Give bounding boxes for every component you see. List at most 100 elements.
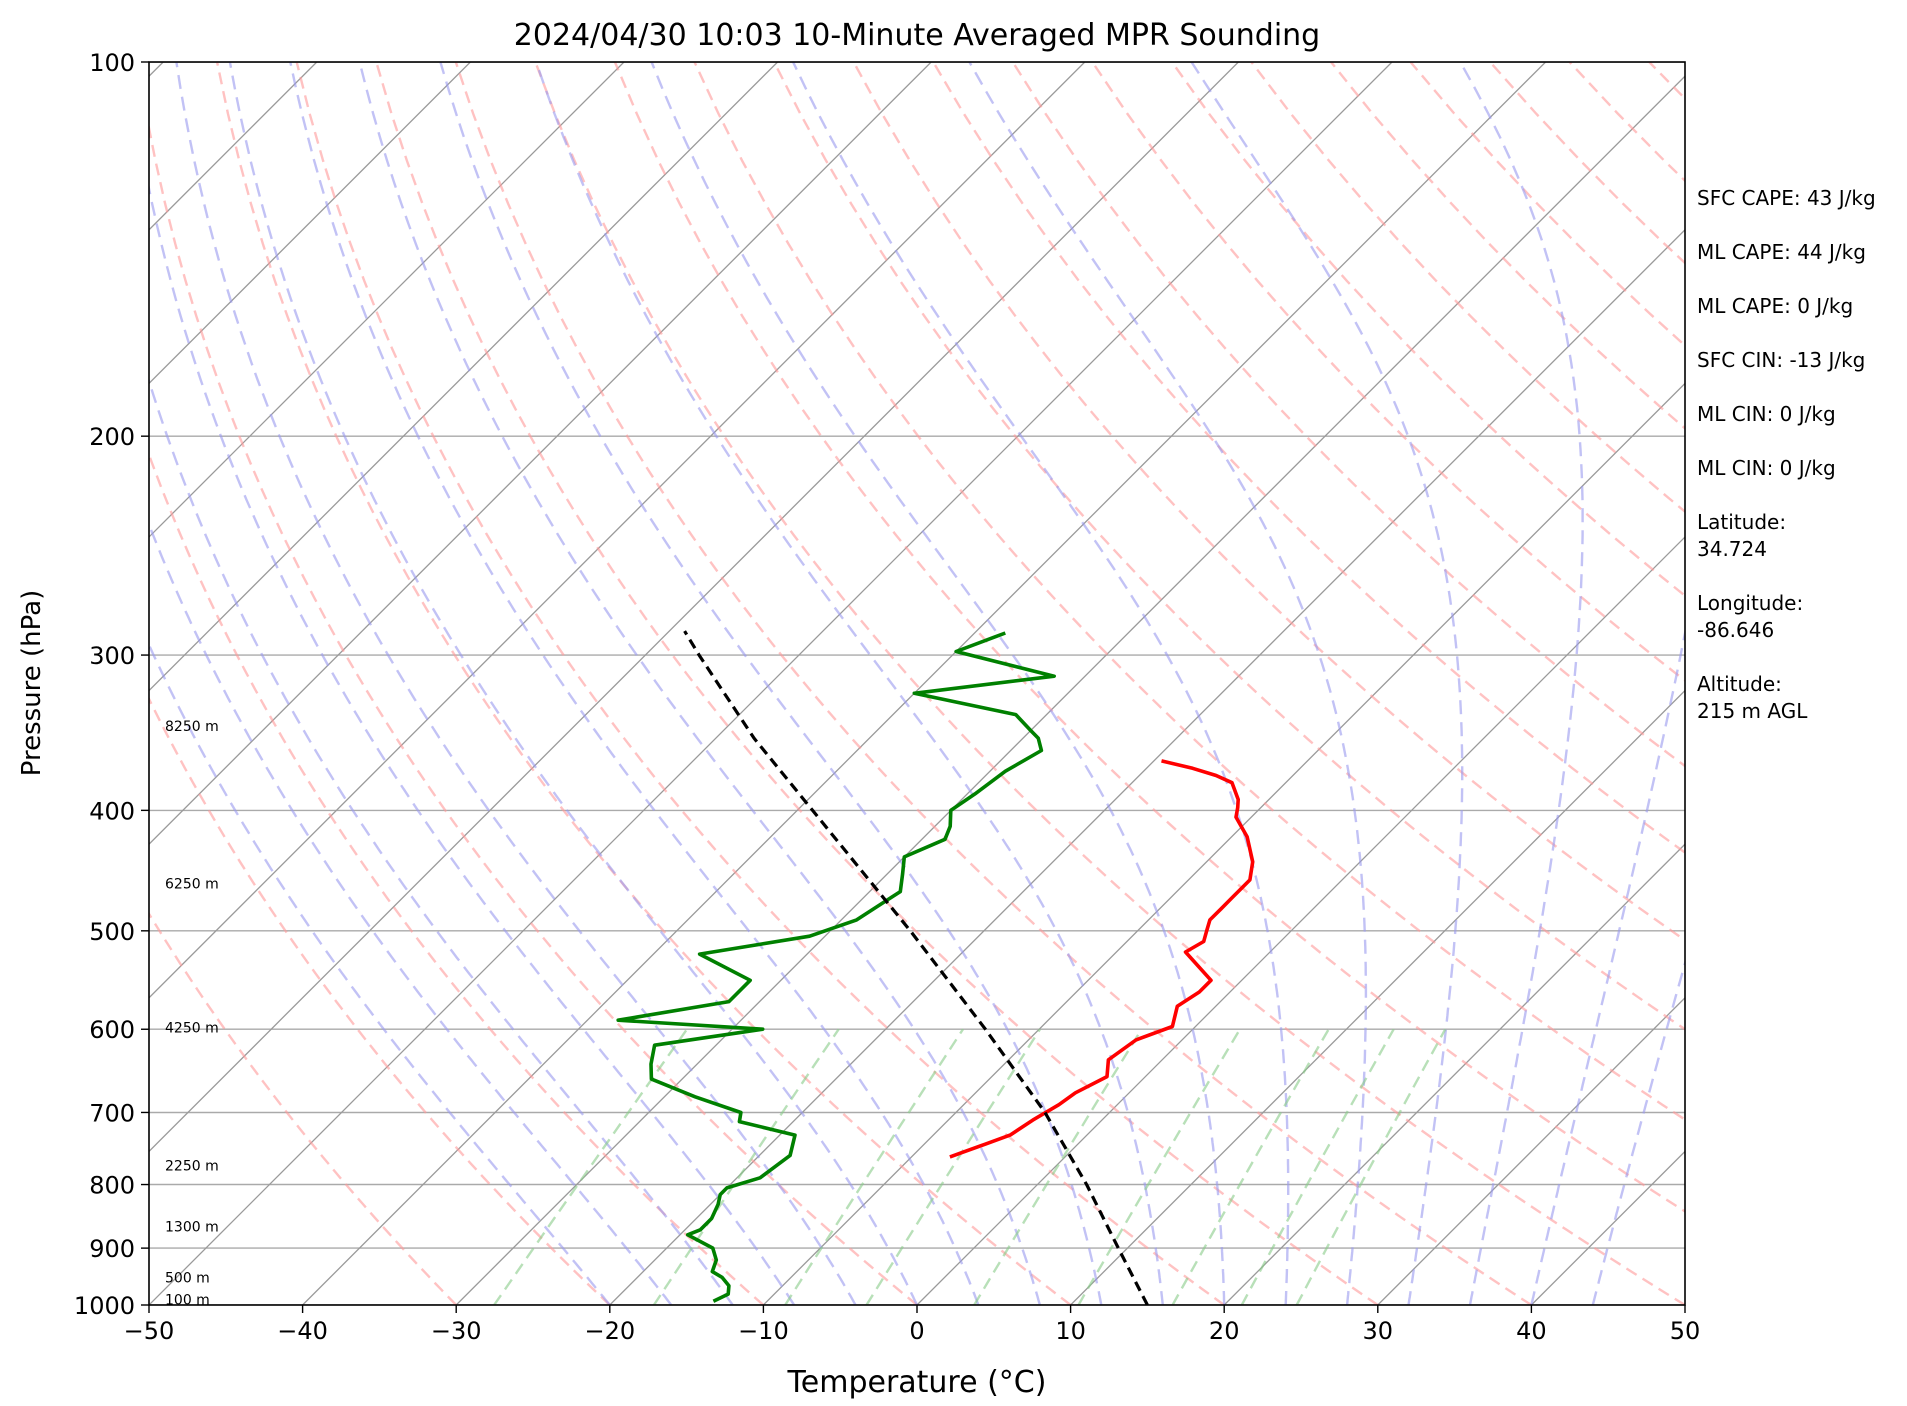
series-layer xyxy=(616,630,1255,1305)
dry-adiabat xyxy=(613,62,1685,1213)
mixing-ratio-line xyxy=(784,1028,965,1305)
moist-adiabat xyxy=(228,62,919,1305)
y-tick-label: 700 xyxy=(89,1100,135,1128)
isotherm-line xyxy=(149,62,471,385)
dry-adiabat xyxy=(149,121,918,1305)
longitude-label: Longitude: xyxy=(1697,591,1804,615)
x-tick-label: −50 xyxy=(124,1317,175,1345)
parcel-path xyxy=(683,630,1149,1305)
x-axis-label: Temperature (°C) xyxy=(787,1365,1047,1400)
y-tick-label: 600 xyxy=(89,1016,135,1044)
dry-adiabat xyxy=(534,62,1685,1305)
moist-adiabat xyxy=(1190,62,1464,1305)
mixing-ratio-line xyxy=(1077,1028,1242,1305)
isotherm-line xyxy=(149,62,1393,1305)
dry-adiabat xyxy=(693,62,1685,1122)
y-tick-label: 1000 xyxy=(74,1292,135,1320)
x-tick-label: −30 xyxy=(431,1317,482,1345)
moist-adiabat xyxy=(1530,627,1685,1305)
dry-adiabat xyxy=(149,451,765,1305)
temperature-profile xyxy=(949,759,1255,1159)
longitude-block: Longitude: -86.646 xyxy=(1697,590,1902,644)
dry-adiabat xyxy=(149,696,611,1305)
isotherm-line xyxy=(149,62,1239,1153)
moist-adiabat xyxy=(149,521,673,1305)
isotherm-line xyxy=(149,62,625,538)
isotherm-line xyxy=(1377,996,1685,1305)
height-label: 1300 m xyxy=(165,1220,219,1236)
dry-adiabat xyxy=(149,911,458,1305)
y-tick-label: 100 xyxy=(89,49,135,77)
height-label: 4250 m xyxy=(165,1020,219,1036)
moist-adiabat xyxy=(289,62,980,1305)
height-label: 6250 m xyxy=(165,877,219,893)
mixing-ratio-line xyxy=(493,1028,688,1305)
ml-cin-text-2: ML CIN: 0 J/kg xyxy=(1697,456,1836,480)
ml-cape-text-2: ML CAPE: 0 J/kg xyxy=(1697,294,1854,318)
dry-adiabat xyxy=(773,62,1685,1031)
longitude-value: -86.646 xyxy=(1697,618,1775,642)
mixing-ratio-line xyxy=(1240,1028,1395,1305)
height-labels: 100 m 500 m 1300 m 2250 m 4250 m 6250 m 8250 m xyxy=(165,719,219,1309)
isotherm-line xyxy=(149,62,932,846)
mixing-ratio-line xyxy=(973,1028,1143,1305)
x-tick-label: 10 xyxy=(1055,1317,1086,1345)
mixing-ratio-line xyxy=(1171,1028,1330,1305)
mixing-ratio-line xyxy=(865,1028,1042,1305)
isotherm-line xyxy=(455,75,1685,1305)
y-axis-label: Pressure (hPa) xyxy=(17,590,47,777)
isotherm-line xyxy=(1070,689,1685,1305)
height-label: 100 m xyxy=(165,1293,210,1309)
chart-title: 2024/04/30 10:03 10-Minute Averaged MPR … xyxy=(514,18,1320,53)
latitude-label: Latitude: xyxy=(1697,510,1787,534)
height-label: 2250 m xyxy=(165,1158,219,1174)
moist-adiabat xyxy=(650,62,1226,1305)
isotherm-line xyxy=(302,62,1547,1305)
x-tick-label: −20 xyxy=(584,1317,635,1345)
moist-adiabat xyxy=(968,62,1368,1305)
altitude-block: Altitude: 215 m AGL xyxy=(1697,671,1902,725)
latitude-value: 34.724 xyxy=(1697,537,1767,561)
y-tick-label: 400 xyxy=(89,797,135,825)
y-tick-label: 300 xyxy=(89,642,135,670)
moist-adiabat xyxy=(1591,959,1685,1305)
dry-adiabat xyxy=(932,62,1685,855)
moist-adiabat xyxy=(1459,62,1584,1305)
x-tick-label: −40 xyxy=(277,1317,328,1345)
isotherm-line xyxy=(149,62,779,692)
ml-cin-text: ML CIN: 0 J/kg xyxy=(1697,402,1836,426)
y-tick-label: 900 xyxy=(89,1235,135,1263)
dry-adiabat xyxy=(375,62,1379,1305)
moist-adiabat xyxy=(439,62,1103,1305)
altitude-label: Altitude: xyxy=(1697,672,1782,696)
dry-adiabat xyxy=(454,62,1533,1305)
height-label: 8250 m xyxy=(165,719,219,735)
isotherm-line xyxy=(762,382,1685,1305)
ml-cape-text: ML CAPE: 44 J/kg xyxy=(1697,240,1866,264)
x-tick-label: 30 xyxy=(1363,1317,1394,1345)
x-tick-label: 20 xyxy=(1209,1317,1240,1345)
isotherm-line xyxy=(609,228,1685,1305)
dry-adiabat xyxy=(215,62,1072,1305)
moist-adiabat xyxy=(149,642,611,1305)
y-tick-label: 200 xyxy=(89,423,135,451)
y-tick-label: 800 xyxy=(89,1172,135,1200)
tick-layer: −50 −40 −30 −20 −10 0 10 20 30 40 50 1000 900 800 700 6… xyxy=(74,49,1700,1345)
mixing-ratio-line xyxy=(1295,1028,1447,1305)
x-tick-label: 50 xyxy=(1670,1317,1701,1345)
sfc-cape-text: SFC CAPE: 43 J/kg xyxy=(1697,186,1876,210)
dry-adiabat xyxy=(295,62,1225,1305)
moist-adiabat xyxy=(535,62,1164,1305)
moist-adiabat xyxy=(149,377,734,1305)
latitude-block: Latitude: 34.724 xyxy=(1697,509,1902,563)
dry-adiabat xyxy=(852,62,1685,942)
dry-adiabat xyxy=(1170,62,1685,598)
moist-adiabat xyxy=(175,62,857,1305)
moist-adiabat xyxy=(358,62,1042,1305)
height-label: 500 m xyxy=(165,1270,210,1286)
sfc-cin-text: SFC CIN: -13 J/kg xyxy=(1697,348,1866,372)
x-tick-label: 0 xyxy=(909,1317,924,1345)
altitude-value: 215 m AGL xyxy=(1697,699,1808,723)
sounding-parameters: SFC CAPE: 43 J/kg ML CAPE: 44 J/kg ML CA… xyxy=(1697,185,1902,752)
